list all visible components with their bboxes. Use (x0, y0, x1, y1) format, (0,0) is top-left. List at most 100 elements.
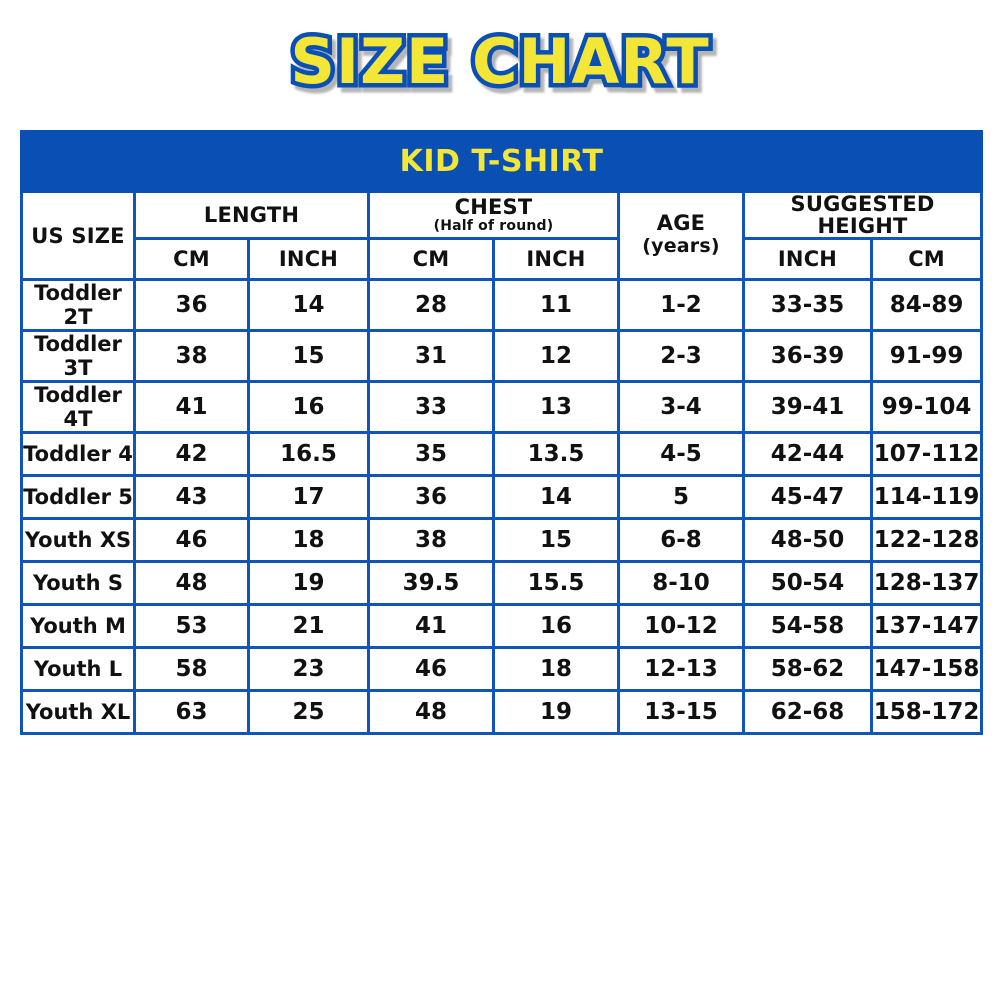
cell-chest-cm: 48 (367, 689, 495, 736)
header-chest-note: (Half of round) (433, 217, 554, 234)
cell-length-cm: 36 (133, 278, 250, 333)
cell-length-inch: 16 (247, 380, 370, 435)
cell-chest-inch: 13.5 (492, 431, 620, 478)
cell-age: 4-5 (617, 431, 745, 478)
table-row: Youth XL 63 25 48 19 13-15 62-68 158-172 (20, 689, 984, 736)
cell-chest-cm: 36 (367, 474, 495, 521)
cell-height-cm: 122-128 (869, 517, 984, 564)
cell-us-size: Youth XS (20, 517, 136, 564)
cell-us-size: Youth M (20, 603, 136, 650)
cell-height-cm: 158-172 (869, 689, 984, 736)
cell-height-inch: 33-35 (742, 278, 873, 333)
cell-length-cm: 46 (133, 517, 250, 564)
cell-length-cm: 63 (133, 689, 250, 736)
table-row: Toddler 2T 36 14 28 11 1-2 33-35 84-89 (20, 278, 984, 333)
cell-length-inch: 19 (247, 560, 370, 607)
cell-length-inch: 25 (247, 689, 370, 736)
header-chest-cm: CM (367, 237, 495, 282)
cell-height-inch: 48-50 (742, 517, 873, 564)
header-age-unit: (years) (642, 235, 720, 258)
cell-length-inch: 18 (247, 517, 370, 564)
cell-chest-cm: 46 (367, 646, 495, 693)
cell-height-cm: 147-158 (869, 646, 984, 693)
table-row: Youth L 58 23 46 18 12-13 58-62 147-158 (20, 646, 984, 693)
cell-length-inch: 15 (247, 329, 370, 384)
cell-height-cm: 84-89 (869, 278, 984, 333)
table-row: Youth M 53 21 41 16 10-12 54-58 137-147 (20, 603, 984, 650)
cell-chest-inch: 14 (492, 474, 620, 521)
cell-length-cm: 38 (133, 329, 250, 384)
cell-age: 1-2 (617, 278, 745, 333)
table-row: Youth S 48 19 39.5 15.5 8-10 50-54 128-137 (20, 560, 984, 607)
cell-chest-inch: 15 (492, 517, 620, 564)
cell-height-cm: 137-147 (869, 603, 984, 650)
cell-height-cm: 107-112 (869, 431, 984, 478)
header-row-primary: US SIZE LENGTH CHEST (Half of round) AGE… (20, 189, 984, 282)
banner-row: KID T-SHIRT (19, 130, 984, 193)
cell-chest-inch: 15.5 (492, 560, 620, 607)
header-age-label: AGE (656, 211, 706, 236)
table-row: Youth XS 46 18 38 15 6-8 48-50 122-128 (20, 517, 984, 564)
cell-height-inch: 58-62 (742, 646, 873, 693)
cell-age: 6-8 (617, 517, 745, 564)
header-length: LENGTH (133, 189, 370, 241)
cell-height-inch: 62-68 (742, 689, 873, 736)
cell-chest-inch: 16 (492, 603, 620, 650)
cell-chest-inch: 12 (492, 329, 620, 384)
cell-age: 2-3 (617, 329, 745, 384)
cell-height-cm: 99-104 (869, 380, 984, 435)
cell-chest-cm: 39.5 (367, 560, 495, 607)
header-us-size: US SIZE (20, 189, 136, 282)
cell-us-size: Toddler 4T (20, 380, 136, 435)
cell-length-cm: 43 (133, 474, 250, 521)
header-age: AGE (years) (617, 189, 745, 282)
page-title: SIZE CHART (286, 25, 713, 98)
header-height-cm: CM (869, 237, 984, 282)
size-chart-table: KID T-SHIRT US SIZE LENGTH CHEST (Half o… (19, 130, 984, 736)
cell-chest-cm: 33 (367, 380, 495, 435)
cell-age: 12-13 (617, 646, 745, 693)
header-chest-label: CHEST (454, 194, 533, 219)
cell-height-inch: 36-39 (742, 329, 873, 384)
header-row-secondary: CM INCH CM INCH INCH CM (22, 237, 984, 282)
cell-height-inch: 45-47 (742, 474, 873, 521)
product-banner: KID T-SHIRT (19, 130, 984, 193)
cell-height-inch: 54-58 (742, 603, 873, 650)
cell-height-inch: 42-44 (742, 431, 873, 478)
cell-age: 5 (617, 474, 745, 521)
cell-chest-cm: 35 (367, 431, 495, 478)
cell-chest-cm: 38 (367, 517, 495, 564)
table-row: Toddler 5 43 17 36 14 5 45-47 114-119 (20, 474, 984, 521)
cell-length-inch: 21 (247, 603, 370, 650)
cell-age: 3-4 (617, 380, 745, 435)
cell-us-size: Youth S (20, 560, 136, 607)
table-row: Toddler 3T 38 15 31 12 2-3 36-39 91-99 (20, 329, 984, 384)
cell-length-inch: 17 (247, 474, 370, 521)
size-chart-table-wrapper: KID T-SHIRT US SIZE LENGTH CHEST (Half o… (19, 130, 984, 736)
cell-length-cm: 42 (133, 431, 250, 478)
table-row: Toddler 4T 41 16 33 13 3-4 39-41 99-104 (20, 380, 984, 435)
cell-us-size: Toddler 2T (20, 278, 136, 333)
cell-chest-cm: 41 (367, 603, 495, 650)
cell-age: 8-10 (617, 560, 745, 607)
cell-chest-inch: 11 (492, 278, 620, 333)
cell-height-inch: 39-41 (742, 380, 873, 435)
cell-length-inch: 23 (247, 646, 370, 693)
cell-age: 10-12 (617, 603, 745, 650)
title-area: SIZE CHART (0, 0, 1000, 118)
cell-length-inch: 16.5 (247, 431, 370, 478)
header-length-cm: CM (133, 237, 250, 282)
cell-chest-inch: 18 (492, 646, 620, 693)
cell-length-cm: 48 (133, 560, 250, 607)
cell-length-cm: 53 (133, 603, 250, 650)
cell-us-size: Youth XL (20, 689, 136, 736)
cell-length-inch: 14 (247, 278, 370, 333)
header-chest-inch: INCH (492, 237, 620, 282)
cell-us-size: Toddler 5 (20, 474, 136, 521)
cell-chest-cm: 31 (367, 329, 495, 384)
cell-length-cm: 58 (133, 646, 250, 693)
cell-height-cm: 91-99 (869, 329, 984, 384)
product-banner-label: KID T-SHIRT (399, 144, 604, 179)
header-chest: CHEST (Half of round) (367, 189, 620, 241)
cell-height-inch: 50-54 (742, 560, 873, 607)
